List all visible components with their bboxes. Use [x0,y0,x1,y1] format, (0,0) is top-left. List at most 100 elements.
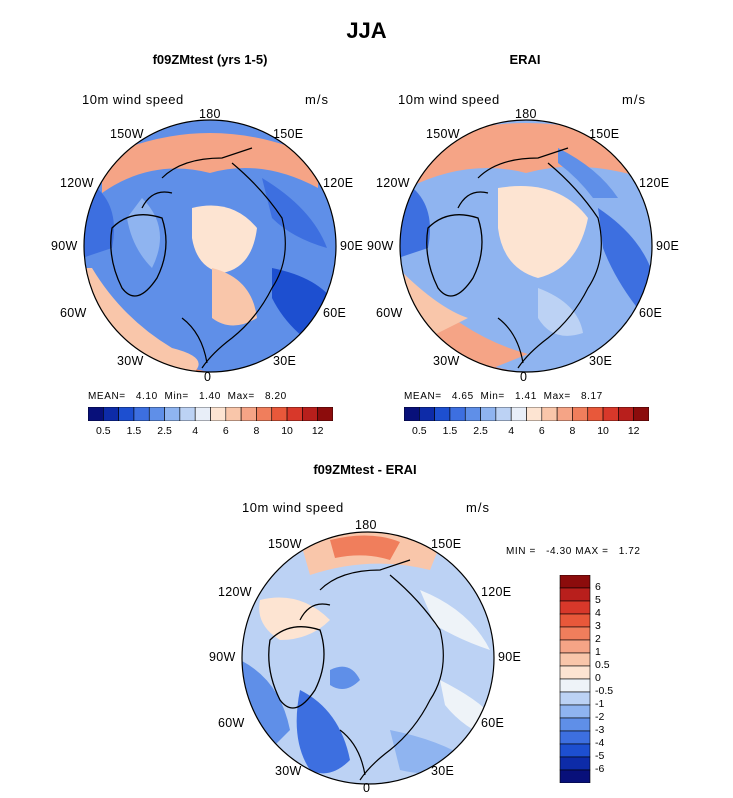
colorbar-swatch [559,652,591,667]
panel-2-lon-60w: 60W [376,306,403,320]
colorbar-swatch [103,407,119,421]
colorbar-swatch [559,704,591,719]
negative-diff-region [296,690,350,774]
colorbar-tick-label: 12 [627,425,640,437]
panel-3-lon-150e: 150E [431,537,462,551]
colorbar-tick-label: 10 [597,425,609,437]
colorbar-swatch [419,407,435,421]
colorbar-swatch [559,575,591,589]
panel-3-lon-60e: 60E [481,716,505,730]
colorbar-swatch [464,407,481,421]
colorbar-tick-label: 0.5 [96,425,111,437]
mean-label: MEAN= [404,391,442,402]
colorbar-swatch [240,407,257,421]
panel-3-colorbar [559,575,591,783]
colorbar-tick-label: 0.5 [412,425,427,437]
panel-3-lon-30w: 30W [275,764,302,778]
min-value: 1.41 [515,391,537,402]
panel-2-boundary [399,119,653,373]
panel-3-polar-map [241,531,495,785]
panel-1-boundary [83,119,337,373]
panel-1-lon-90e: 90E [340,239,364,253]
colorbar-swatch [194,407,211,421]
colorbar-swatch [148,407,165,421]
min-value: 1.40 [199,391,221,402]
panel-1-polar-map [83,119,337,373]
colorbar-swatch [559,639,591,654]
central-arctic-light [498,186,588,278]
panel-3-boundary [241,531,495,785]
max-value: 1.72 [618,546,641,557]
greenland-outline [110,214,167,297]
colorbar-tick-label: 4 [595,607,601,619]
colorbar-swatch [559,613,591,628]
panel-2-lon-120e: 120E [639,176,670,190]
eurasia-coast [201,162,286,369]
warm-region-top [102,133,318,193]
colorbar-swatch [633,407,649,421]
colorbar-tick-label: 1 [595,646,601,658]
panel-2-title: ERAI [509,52,541,67]
panel-1-stats: MEAN= 4.10 Min= 1.40 Max= 8.20 [88,391,287,402]
colorbar-swatch [559,756,591,771]
colorbar-swatch [602,407,619,421]
colorbar-tick-label: 10 [281,425,293,437]
colorbar-tick-label: -3 [595,724,605,736]
colorbar-swatch [559,691,591,706]
panel-3-lon-150w: 150W [268,537,302,551]
colorbar-swatch [559,665,591,680]
colorbar-swatch [271,407,288,421]
colorbar-swatch [317,407,333,421]
colorbar-tick-label: -6 [595,763,605,775]
panel-1-lon-180: 180 [199,107,221,121]
colorbar-swatch [587,407,604,421]
panel-2-polar-map [399,119,653,373]
colorbar-swatch [434,407,451,421]
panel-2-colorbar [404,407,649,421]
max-value: 8.20 [264,391,287,402]
colorbar-tick-label: 4 [508,425,515,437]
colorbar-tick-label: 0.5 [595,659,610,671]
min-label: MIN = [506,546,536,557]
mean-value: 4.65 [451,391,474,402]
colorbar-tick-label: 2.5 [157,425,172,437]
panel-3-variable: 10m wind speed [242,500,344,515]
colorbar-tick-label: -4 [595,737,605,749]
central-arctic-light [192,205,257,273]
panel-2-lon-30e: 30E [589,354,613,368]
colorbar-swatch [480,407,497,421]
panel-3-colorbar-ticks: 6 5 4 3 2 1 0.5 0 -0.5 -1 -2 -3 -4 -5 -6 [595,575,625,783]
colorbar-swatch [88,407,104,421]
min-label: Min= [164,391,189,402]
colorbar-swatch [510,407,527,421]
colorbar-swatch [559,600,591,615]
colorbar-swatch [495,407,512,421]
panel-1-lon-30e: 30E [273,354,297,368]
panel-2-lon-90e: 90E [656,239,680,253]
panel-3-lon-180: 180 [355,518,377,532]
panel-3-lon-90w: 90W [209,650,236,664]
colorbar-tick-label: -0.5 [595,685,614,697]
colorbar-tick-label: 2.5 [473,425,488,437]
colorbar-swatch [133,407,150,421]
max-value: 8.17 [580,391,603,402]
panel-2-lon-0: 0 [520,370,528,384]
panel-1-lon-60e: 60E [323,306,347,320]
colorbar-swatch [559,587,591,602]
colorbar-swatch [618,407,634,421]
colorbar-swatch [449,407,466,421]
colorbar-swatch [210,407,227,421]
panel-3-lon-120e: 120E [481,585,512,599]
max-label: Max= [227,391,255,402]
panel-1-units: m/s [305,92,329,107]
panel-2-lon-150w: 150W [426,127,460,141]
panel-3-stats: MIN = -4.30 MAX = 1.72 [506,546,641,557]
mean-label: MEAN= [88,391,126,402]
colorbar-tick-label: 6 [595,581,601,593]
colorbar-swatch [559,730,591,745]
panel-1-colorbar-ticks: 0.5 1.5 2.5 4 6 8 10 12 [88,425,333,439]
panel-2-units: m/s [622,92,646,107]
colorbar-tick-label: 6 [538,425,545,437]
panel-2-lon-90w: 90W [367,239,394,253]
panel-3-units: m/s [466,500,490,515]
